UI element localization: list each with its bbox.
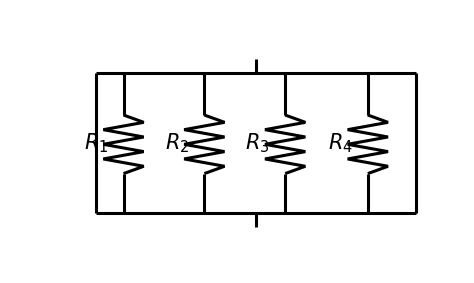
Text: $R_3$: $R_3$	[246, 131, 270, 155]
Text: $R_4$: $R_4$	[328, 131, 353, 155]
Text: $R_2$: $R_2$	[164, 131, 189, 155]
Text: $R_1$: $R_1$	[84, 131, 108, 155]
